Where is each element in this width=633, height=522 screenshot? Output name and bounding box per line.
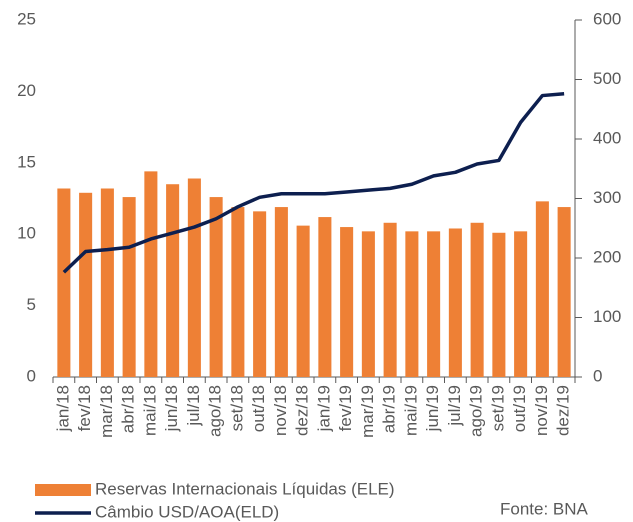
legend-label: Câmbio USD/AOA(ELD) xyxy=(95,502,279,521)
x-tick-label: nov/19 xyxy=(532,385,551,436)
y-tick-label: 20 xyxy=(17,81,36,100)
y2-tick-label: 500 xyxy=(593,69,621,88)
bar xyxy=(274,207,288,377)
bar xyxy=(427,231,441,377)
y-tick-label: 10 xyxy=(17,224,36,243)
bar xyxy=(122,197,136,377)
x-tick-label: fev/18 xyxy=(75,385,94,431)
x-tick-label: ago/18 xyxy=(206,385,225,437)
bar xyxy=(231,207,245,377)
x-tick-label: jan/18 xyxy=(53,385,72,432)
x-tick-label: set/18 xyxy=(227,385,246,431)
bar xyxy=(253,211,267,377)
bar xyxy=(514,231,528,377)
x-tick-label: mar/18 xyxy=(97,385,116,438)
bar xyxy=(100,188,114,377)
y2-tick-label: 100 xyxy=(593,307,621,326)
y2-tick-label: 300 xyxy=(593,188,621,207)
y2-tick-label: 400 xyxy=(593,128,621,147)
y-tick-label: 15 xyxy=(17,152,36,171)
bar xyxy=(144,171,158,377)
x-tick-label: fev/19 xyxy=(336,385,355,431)
bar xyxy=(187,178,201,377)
x-tick-label: jul/19 xyxy=(445,385,464,427)
bar xyxy=(383,222,397,377)
bar xyxy=(405,231,419,377)
bar xyxy=(361,231,375,377)
bar xyxy=(296,225,310,377)
x-tick-label: jul/18 xyxy=(184,385,203,427)
x-tick-label: out/19 xyxy=(510,385,529,432)
x-tick-label: ago/19 xyxy=(467,385,486,437)
bar xyxy=(535,201,549,377)
line xyxy=(62,92,565,274)
x-tick-label: dez/18 xyxy=(293,385,312,436)
x-tick-label: out/18 xyxy=(249,385,268,432)
x-tick-label: jan/19 xyxy=(314,385,333,432)
x-tick-label: abr/19 xyxy=(380,385,399,433)
y-tick-label: 0 xyxy=(27,366,36,385)
x-tick-label: set/19 xyxy=(488,385,507,431)
x-tick-label: abr/18 xyxy=(119,385,138,433)
bar xyxy=(557,207,571,377)
x-tick-label: mar/19 xyxy=(358,385,377,438)
legend-swatch xyxy=(35,484,91,496)
bar xyxy=(79,192,93,377)
bar xyxy=(492,232,506,377)
bar xyxy=(209,197,223,377)
bar xyxy=(470,222,484,377)
bar xyxy=(318,217,332,377)
legend-label: Reservas Internacionais Líquidas (ELE) xyxy=(95,479,395,498)
y2-tick-label: 600 xyxy=(593,9,621,28)
x-tick-label: nov/18 xyxy=(271,385,290,436)
x-tick-label: mai/18 xyxy=(140,385,159,436)
bar xyxy=(166,184,180,377)
y2-tick-label: 0 xyxy=(593,366,602,385)
source-note: Fonte: BNA xyxy=(500,499,589,518)
y-tick-label: 5 xyxy=(27,295,36,314)
bar xyxy=(448,228,462,377)
y-tick-label: 25 xyxy=(17,9,36,28)
x-tick-label: jun/18 xyxy=(162,385,181,432)
x-tick-label: jun/19 xyxy=(423,385,442,432)
bar xyxy=(57,188,71,377)
bar xyxy=(340,227,354,377)
y2-tick-label: 200 xyxy=(593,247,621,266)
x-tick-label: dez/19 xyxy=(554,385,573,436)
x-tick-label: mai/19 xyxy=(401,385,420,436)
